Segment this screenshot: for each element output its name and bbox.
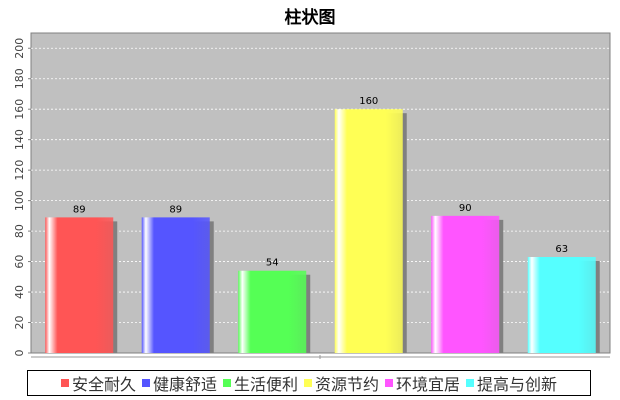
plot-area <box>30 32 611 354</box>
legend-item: 健康舒适 <box>141 371 217 395</box>
legend-item: 提高与创新 <box>466 371 557 395</box>
legend-swatch <box>385 379 394 387</box>
y-tick-label: 0 <box>13 350 26 357</box>
bar-value-label: 54 <box>266 258 279 269</box>
legend-item: 资源节约 <box>304 371 379 395</box>
y-tick-label: 180 <box>13 68 26 89</box>
legend-swatch <box>141 379 150 387</box>
legend: 安全耐久 健康舒适 生活便利 资源节约 环境宜居 提高与创新 <box>27 370 591 396</box>
y-tick-label: 80 <box>13 224 26 238</box>
bar-1 <box>45 217 114 353</box>
bar-4 <box>334 109 403 353</box>
bar-value-label: 89 <box>169 204 182 215</box>
legend-item: 安全耐久 <box>60 371 136 395</box>
bar-6 <box>527 257 596 353</box>
bar-value-label: 89 <box>73 204 86 215</box>
legend-label: 安全耐久 <box>71 375 136 394</box>
legend-item: 生活便利 <box>222 371 298 395</box>
legend-label: 提高与创新 <box>477 375 558 394</box>
y-tick-label: 140 <box>13 129 26 150</box>
y-tick-label: 40 <box>13 285 26 299</box>
y-tick-label: 100 <box>13 190 26 211</box>
legend-label: 环境宜居 <box>396 375 461 394</box>
y-tick-label: 60 <box>13 255 26 269</box>
bar-3 <box>238 270 307 353</box>
chart-title: 柱状图 <box>284 8 336 28</box>
legend-swatch <box>222 379 231 387</box>
legend-label: 资源节约 <box>315 375 380 394</box>
bar-5 <box>431 215 500 353</box>
bar-value-label: 160 <box>359 96 378 107</box>
y-tick-label: 20 <box>13 316 26 330</box>
y-tick-label: 160 <box>13 99 26 120</box>
legend-swatch <box>60 379 69 387</box>
legend-swatch <box>466 379 475 387</box>
bar-2 <box>141 217 210 353</box>
legend-item: 环境宜居 <box>385 371 460 395</box>
y-tick-label: 200 <box>13 38 26 59</box>
legend-label: 健康舒适 <box>152 375 217 394</box>
bar-value-label: 90 <box>459 203 472 214</box>
legend-label: 生活便利 <box>233 375 298 394</box>
y-tick-label: 120 <box>13 160 26 181</box>
bar-chart: 0 20 40 60 80 100 120 140 160 180 200 89 89 54 160 90 63 <box>13 32 611 359</box>
legend-swatch <box>304 379 312 387</box>
bar-value-label: 63 <box>555 244 568 255</box>
